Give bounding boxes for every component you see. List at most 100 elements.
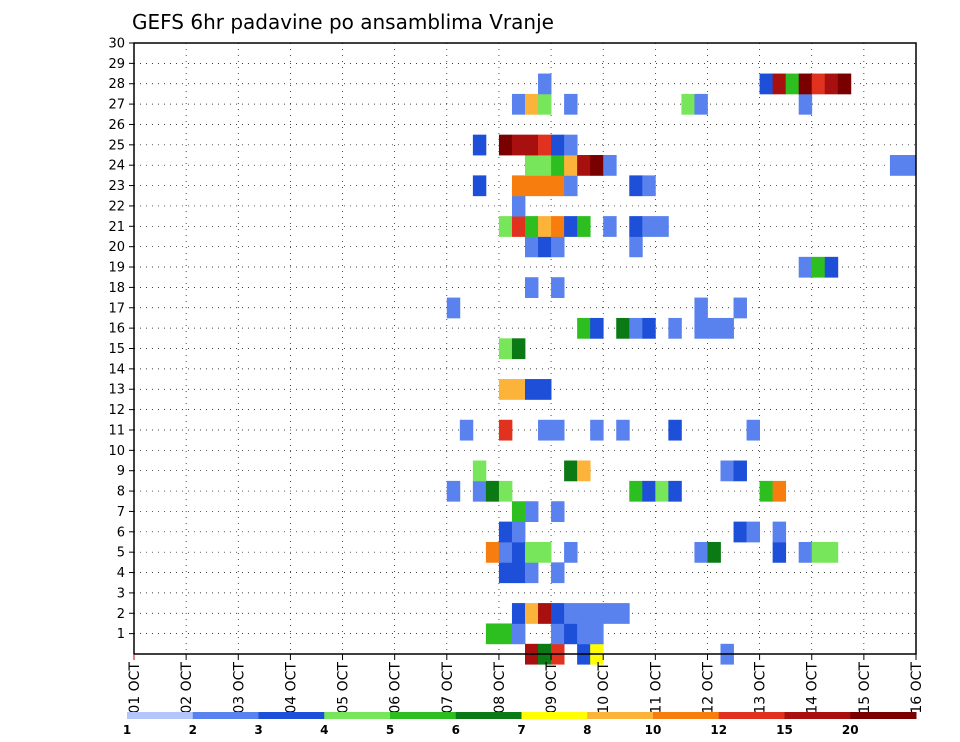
legend-swatch [324, 712, 391, 719]
heatmap-cell [668, 419, 682, 441]
heatmap-cell [551, 134, 565, 156]
heatmap-cell [616, 603, 630, 624]
heatmap-cell [642, 317, 656, 339]
x-axis-ticks: 01 OCT 02 OCT 03 OCT 04 OCT 05 OCT 06 OCT 07 O… [127, 654, 925, 714]
heatmap-cell [590, 317, 604, 339]
heatmap-cell [538, 134, 552, 156]
heatmap-cell [446, 480, 461, 502]
heatmap-cell [511, 379, 526, 400]
legend-label: 4 [320, 723, 328, 737]
heatmap-cell [538, 73, 552, 95]
heatmap-cell [511, 175, 526, 197]
legend-swatch [258, 712, 325, 719]
x-tick-label: 12 OCT [700, 662, 716, 714]
heatmap-cell [525, 175, 539, 197]
x-tick-label: 04 OCT [283, 662, 299, 714]
heatmap-cell [616, 317, 630, 339]
heatmap-cell [772, 480, 787, 502]
heatmap-cell [551, 501, 565, 523]
heatmap-cell [472, 480, 487, 502]
heatmap-cell [538, 155, 552, 176]
legend-swatch [192, 712, 259, 719]
heatmap-cell [772, 521, 787, 543]
y-tick-label: 10 [108, 444, 125, 459]
legend-swatch [455, 712, 522, 719]
x-tick-label: 11 OCT [648, 662, 664, 714]
heatmap-cell [498, 338, 513, 360]
heatmap-cell [472, 175, 487, 197]
heatmap-cell [551, 155, 565, 176]
heatmap-cell [824, 541, 839, 563]
heatmap-cell [498, 134, 513, 156]
legend-label: 5 [386, 723, 394, 737]
heatmap-cell [694, 297, 708, 319]
legend-swatch [850, 712, 917, 719]
heatmap-cell [694, 317, 708, 339]
heatmap-cell [551, 236, 565, 258]
y-tick-label: 25 [108, 138, 125, 153]
y-tick-label: 2 [117, 607, 125, 622]
heatmap-cell [525, 603, 539, 624]
heatmap-cell [564, 175, 578, 197]
y-axis-ticks: 1234567891011121314151617181920212223242… [108, 37, 134, 642]
y-tick-label: 15 [108, 342, 125, 357]
legend-label: 15 [776, 723, 793, 737]
legend-swatch [127, 712, 194, 719]
heatmap-cell [694, 93, 708, 115]
heatmap-cell [746, 521, 760, 543]
legend-label: 3 [254, 723, 262, 737]
heatmap-cell [446, 297, 461, 319]
heatmap-cell [798, 93, 813, 115]
y-tick-label: 21 [108, 220, 125, 235]
heatmap-cell [498, 379, 513, 400]
heatmap-cell [459, 419, 474, 441]
heatmap-cell [772, 73, 787, 95]
heatmap-cell [629, 317, 643, 339]
y-tick-label: 19 [108, 261, 125, 276]
heatmap-cell [798, 73, 813, 95]
heatmap-cell [511, 93, 526, 115]
y-tick-label: 13 [108, 383, 125, 398]
y-tick-label: 5 [117, 546, 125, 561]
heatmap-cell [511, 603, 526, 624]
heatmap-cell [551, 562, 565, 584]
heatmap-cell [720, 317, 734, 339]
heatmap-cell [511, 541, 526, 563]
legend-swatch [718, 712, 785, 719]
heatmap-cell [525, 216, 539, 237]
heatmap-cell [642, 480, 656, 502]
heatmap-cell [511, 216, 526, 237]
heatmap-cell [707, 317, 721, 339]
heatmap-cell [498, 562, 513, 584]
legend-label: 8 [583, 723, 591, 737]
x-tick-label: 15 OCT [857, 662, 873, 714]
heatmap-cell [629, 236, 643, 258]
heatmap-cell [472, 134, 487, 156]
legend-label: 7 [517, 723, 525, 737]
heatmap-cell [525, 277, 539, 298]
legend-swatch [784, 712, 851, 719]
legend-swatch [653, 712, 720, 719]
y-tick-label: 17 [108, 301, 125, 316]
legend-label: 12 [710, 723, 727, 737]
heatmap-cell [811, 73, 826, 95]
y-tick-label: 22 [108, 199, 125, 214]
y-tick-label: 9 [117, 464, 125, 479]
heatmap-cell [824, 256, 839, 278]
y-tick-label: 26 [108, 118, 125, 133]
heatmap-cell [551, 623, 565, 645]
x-tick-label: 13 OCT [753, 662, 769, 714]
heatmap-cell [603, 603, 617, 624]
heatmap-cell [590, 603, 604, 624]
heatmap-cell [694, 541, 708, 563]
heatmap-cell [525, 155, 539, 176]
heatmap-cell [485, 541, 500, 563]
heatmap-cell [746, 419, 760, 441]
heatmap-cell [837, 73, 852, 95]
heatmap-cell [538, 419, 552, 441]
heatmap-cell [564, 623, 578, 645]
heatmap-cell [538, 541, 552, 563]
legend-swatch [587, 712, 654, 719]
heatmap-cell [511, 521, 526, 543]
legend-label: 1 [123, 723, 131, 737]
